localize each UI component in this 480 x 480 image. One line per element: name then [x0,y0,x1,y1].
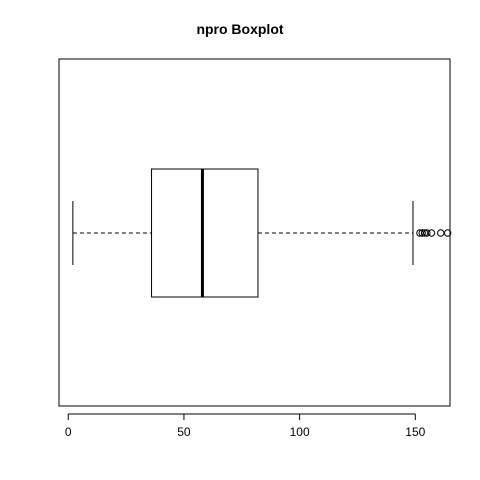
outlier-point [420,229,429,237]
outlier-point [427,229,436,237]
x-tick-label: 0 [65,425,72,439]
plot-frame [58,58,451,407]
outlier-point [437,229,445,237]
x-tick-label: 150 [405,425,425,439]
iqr-box [151,168,259,298]
chart-title: npro Boxplot [196,21,284,37]
outlier-point [423,229,431,237]
x-tick-label: 100 [290,425,310,439]
outlier-point [443,229,452,237]
outlier-point [418,229,426,237]
outlier-point [416,229,424,237]
x-tick-label: 50 [177,425,191,439]
